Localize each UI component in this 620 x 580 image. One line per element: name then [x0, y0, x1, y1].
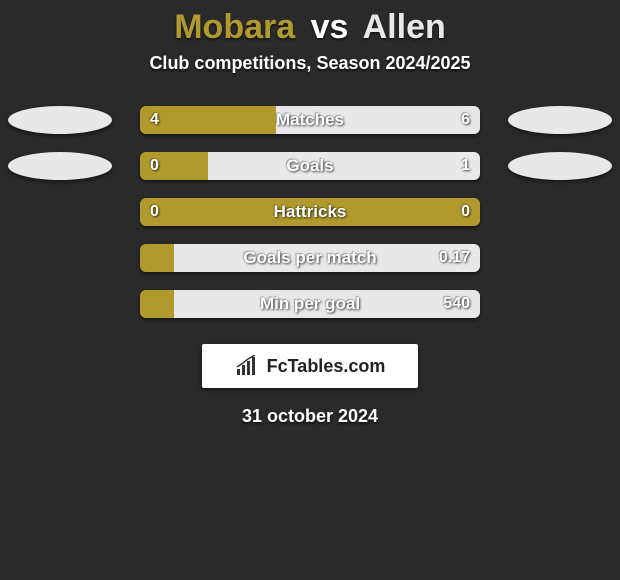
metric-label: Hattricks [140, 198, 480, 226]
metric-label: Goals per match [140, 244, 480, 272]
date-text: 31 october 2024 [0, 406, 620, 427]
stat-row: Goals per match0.17 [0, 244, 620, 290]
right-value: 0.17 [439, 244, 470, 272]
comparison-title: Mobara vs Allen [0, 0, 620, 53]
player2-badge-icon [508, 152, 612, 180]
stat-row: 4Matches6 [0, 106, 620, 152]
player1-badge-icon [8, 106, 112, 134]
chart-icon [235, 355, 261, 377]
metric-label: Goals [140, 152, 480, 180]
right-value: 1 [461, 152, 470, 180]
right-value: 540 [443, 290, 470, 318]
metric-label: Min per goal [140, 290, 480, 318]
player1-badge-icon [8, 152, 112, 180]
right-value: 6 [461, 106, 470, 134]
stat-row: 0Hattricks0 [0, 198, 620, 244]
player2-name: Allen [363, 8, 446, 46]
stat-rows: 4Matches60Goals10Hattricks0Goals per mat… [0, 106, 620, 336]
vs-text: vs [311, 8, 349, 46]
metric-label: Matches [140, 106, 480, 134]
player2-badge-icon [508, 106, 612, 134]
subtitle: Club competitions, Season 2024/2025 [0, 53, 620, 74]
logo-box: FcTables.com [202, 344, 418, 388]
stat-row: 0Goals1 [0, 152, 620, 198]
right-value: 0 [461, 198, 470, 226]
stat-row: Min per goal540 [0, 290, 620, 336]
player1-name: Mobara [174, 8, 295, 46]
logo-text: FcTables.com [267, 356, 386, 377]
